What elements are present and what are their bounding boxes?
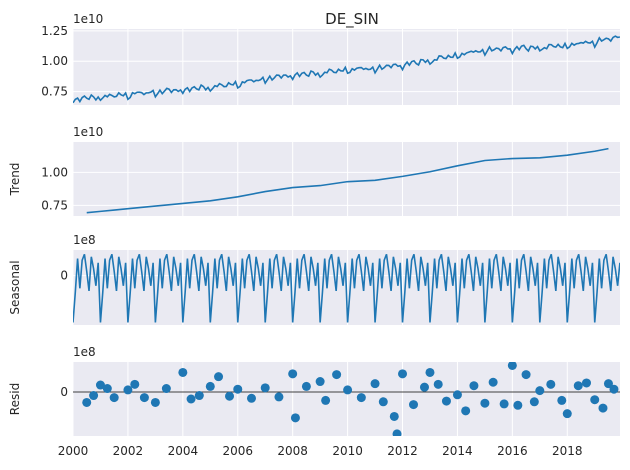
offset-text: 1e10 [73,12,103,26]
resid-point [343,385,353,395]
resid-point [590,395,600,405]
resid-point [205,381,215,391]
y-tick-label: 1.25 [41,24,68,38]
x-tick-label: 2018 [552,444,583,458]
resid-point [123,385,133,395]
seasonal-line [73,253,620,323]
resid-point [130,379,140,389]
resid-point [315,377,325,387]
resid-point [109,393,119,403]
resid-point [521,370,531,380]
resid-point [469,381,479,391]
resid-point [378,397,388,407]
resid-point [441,396,451,406]
resid-point [557,395,567,405]
x-tick-label: 2016 [497,444,528,458]
resid-point [392,429,402,436]
resid-point [535,386,545,396]
resid-point [603,379,613,389]
resid-point [186,394,196,404]
resid-point [274,392,284,402]
resid-point [398,369,408,379]
resid-point [513,400,523,410]
resid-point [409,400,419,410]
x-tick-label: 2006 [222,444,253,458]
panel-background [73,142,620,216]
x-tick-label: 2002 [113,444,144,458]
offset-text: 1e8 [73,345,96,359]
offset-text: 1e8 [73,233,96,247]
resid-point [461,406,471,416]
resid-point [194,391,204,401]
resid-point [507,362,517,370]
resid-point [581,378,591,388]
trend-line [86,147,609,214]
resid-point [290,413,300,423]
y-tick-label: 0.75 [41,198,68,212]
resid-point [562,409,572,419]
resid-point [225,391,235,401]
resid-point [301,381,311,391]
resid-point [139,393,149,403]
resid-point [598,403,608,413]
resid-point [609,384,619,394]
resid-point [89,391,99,401]
x-tick-label: 2014 [442,444,473,458]
observed-line [73,35,620,104]
resid-point [546,379,556,389]
y-axis-label: Seasonal [8,260,22,314]
resid-point [499,399,509,409]
resid-point [288,369,298,379]
x-tick-label: 2008 [277,444,308,458]
resid-point [150,397,160,407]
y-tick-label: 0 [60,269,68,283]
resid-point [102,384,112,394]
panel-resid: 0 1e8 Resid 2000 2002 2004 2006 2008 2010 2012 201… [8,345,620,458]
x-tick-label: 2010 [332,444,363,458]
figure-title: DE_SIN [325,10,379,29]
resid-point [529,397,539,407]
y-tick-label: 1.00 [41,54,68,68]
resid-point [321,395,331,405]
resid-point [573,381,583,391]
resid-point [178,367,188,377]
panels: 0.75 1.00 1.25 1e10 0.75 1.00 1e10 Trend 0 1e8 Sea… [8,12,620,458]
x-tick-label: 2004 [168,444,199,458]
resid-point [419,382,429,392]
panel-trend: 0.75 1.00 1e10 Trend [8,125,620,216]
resid-point [389,411,399,421]
resid-point [425,367,435,377]
resid-point [161,384,171,394]
resid-point [370,379,380,389]
x-tick-label: 2012 [387,444,418,458]
plot-area [73,362,620,436]
resid-point [488,377,498,387]
y-tick-label: 1.00 [41,165,68,179]
resid-point [260,383,270,393]
resid-point [246,393,256,403]
offset-text: 1e10 [73,125,103,139]
resid-point [480,398,490,408]
resid-point [452,390,462,400]
y-axis-label: Trend [8,163,22,197]
y-tick-label: 0 [60,385,68,399]
resid-point [95,380,105,390]
resid-point [82,397,92,407]
resid-point [332,370,342,380]
panel-seasonal: 0 1e8 Seasonal [8,233,620,325]
resid-point [433,379,443,389]
resid-point [356,393,366,403]
plot-area [73,35,620,104]
resid-point [214,372,224,382]
y-axis-label: Resid [8,383,22,415]
panel-observed: 0.75 1.00 1.25 1e10 [41,12,620,105]
resid-point [233,384,243,394]
plot-area [73,253,620,323]
x-tick-label: 2000 [58,444,89,458]
plot-area [86,147,609,214]
y-tick-label: 0.75 [41,85,68,99]
